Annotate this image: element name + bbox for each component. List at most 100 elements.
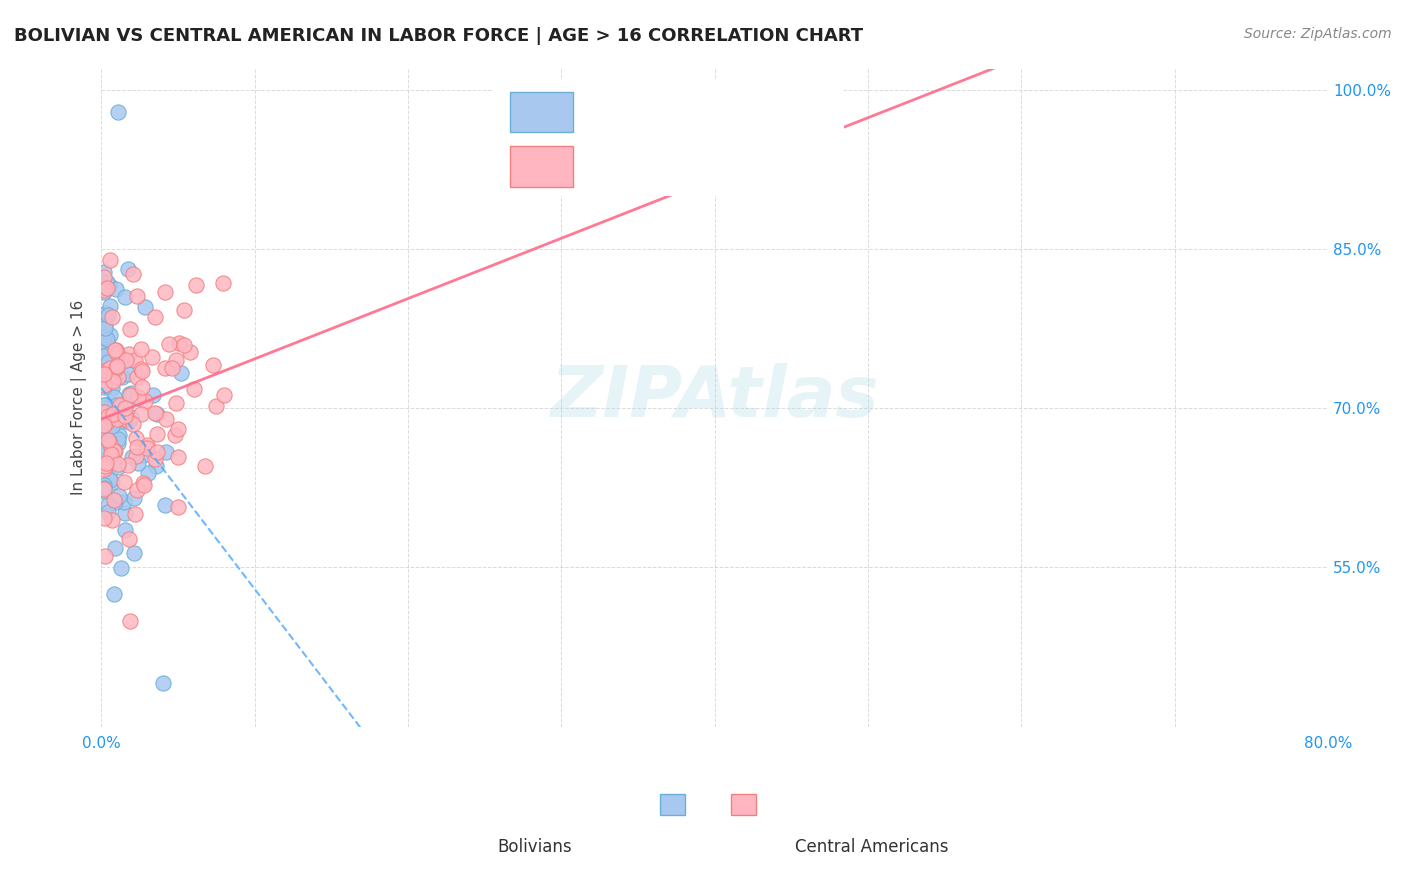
Point (98, 360, 121, 375)
Point (101, 407, 124, 421)
Point (117, 458, 139, 472)
Point (143, 310, 166, 325)
Point (167, 335, 190, 350)
Point (114, 523, 136, 537)
Point (93, 511, 115, 525)
Point (94, 277, 117, 291)
Point (97, 450, 120, 464)
Text: -0.133: -0.133 (661, 105, 716, 120)
Point (120, 614, 142, 628)
Point (93, 349, 115, 363)
Point (134, 478, 156, 492)
Point (107, 427, 129, 442)
Point (93, 330, 115, 344)
Point (96, 415, 118, 429)
Point (107, 415, 129, 429)
Point (103, 493, 125, 508)
Point (96, 332, 118, 346)
Point (127, 456, 149, 470)
Point (112, 495, 135, 509)
Point (136, 438, 159, 452)
Point (145, 407, 167, 421)
Point (146, 427, 169, 442)
Point (173, 338, 195, 352)
Point (93, 283, 115, 297)
Point (134, 300, 156, 314)
Point (143, 452, 166, 467)
Point (93, 483, 115, 498)
Point (131, 362, 153, 376)
Point (125, 289, 148, 303)
Point (155, 285, 177, 300)
Point (127, 483, 149, 497)
Point (114, 353, 136, 368)
Point (129, 407, 152, 421)
Point (120, 321, 142, 335)
Text: N =: N = (731, 159, 765, 174)
Point (97, 434, 120, 449)
FancyBboxPatch shape (485, 78, 851, 199)
Point (103, 390, 125, 404)
Point (97, 505, 120, 519)
Point (212, 276, 235, 290)
Point (114, 506, 136, 520)
Point (131, 342, 153, 356)
Point (100, 513, 122, 527)
Point (107, 435, 129, 450)
Point (183, 382, 205, 396)
Point (118, 387, 141, 401)
Point (93, 270, 115, 285)
Point (101, 374, 124, 388)
Point (104, 343, 127, 358)
Text: N =: N = (731, 105, 765, 120)
Point (160, 360, 183, 375)
Point (186, 278, 208, 293)
Point (103, 587, 125, 601)
Point (98, 437, 121, 451)
Point (170, 367, 193, 381)
Point (97, 437, 120, 451)
Point (107, 432, 129, 446)
Point (93, 458, 115, 473)
Bar (509, 92, 574, 132)
Point (131, 379, 153, 393)
Point (94, 439, 117, 453)
Point (96, 334, 118, 349)
Point (101, 419, 124, 434)
Point (100, 475, 122, 489)
Point (153, 361, 176, 376)
Point (97, 409, 120, 423)
Point (93, 482, 115, 496)
Point (98, 299, 121, 313)
Point (167, 500, 190, 515)
Point (122, 491, 145, 505)
Point (165, 353, 187, 368)
Point (163, 428, 186, 442)
Point (101, 310, 124, 325)
Point (107, 105, 129, 120)
Point (112, 353, 135, 368)
Point (104, 282, 127, 296)
Point (93, 405, 115, 419)
Text: 0.234: 0.234 (661, 159, 709, 174)
Point (98, 347, 121, 361)
Point (93, 417, 115, 432)
Text: 97: 97 (790, 159, 813, 174)
Point (97, 433, 120, 447)
Point (135, 442, 157, 456)
Y-axis label: In Labor Force | Age > 16: In Labor Force | Age > 16 (72, 300, 87, 495)
Point (194, 458, 217, 473)
Point (93, 285, 115, 299)
Point (167, 450, 190, 464)
Point (93, 399, 115, 413)
Point (125, 440, 148, 454)
Point (94, 398, 117, 412)
Point (155, 445, 177, 459)
Point (152, 676, 174, 690)
Point (127, 390, 149, 404)
Point (121, 267, 143, 281)
Point (173, 302, 195, 317)
Point (105, 346, 128, 360)
Point (96, 456, 118, 470)
Text: Central Americans: Central Americans (794, 838, 949, 855)
